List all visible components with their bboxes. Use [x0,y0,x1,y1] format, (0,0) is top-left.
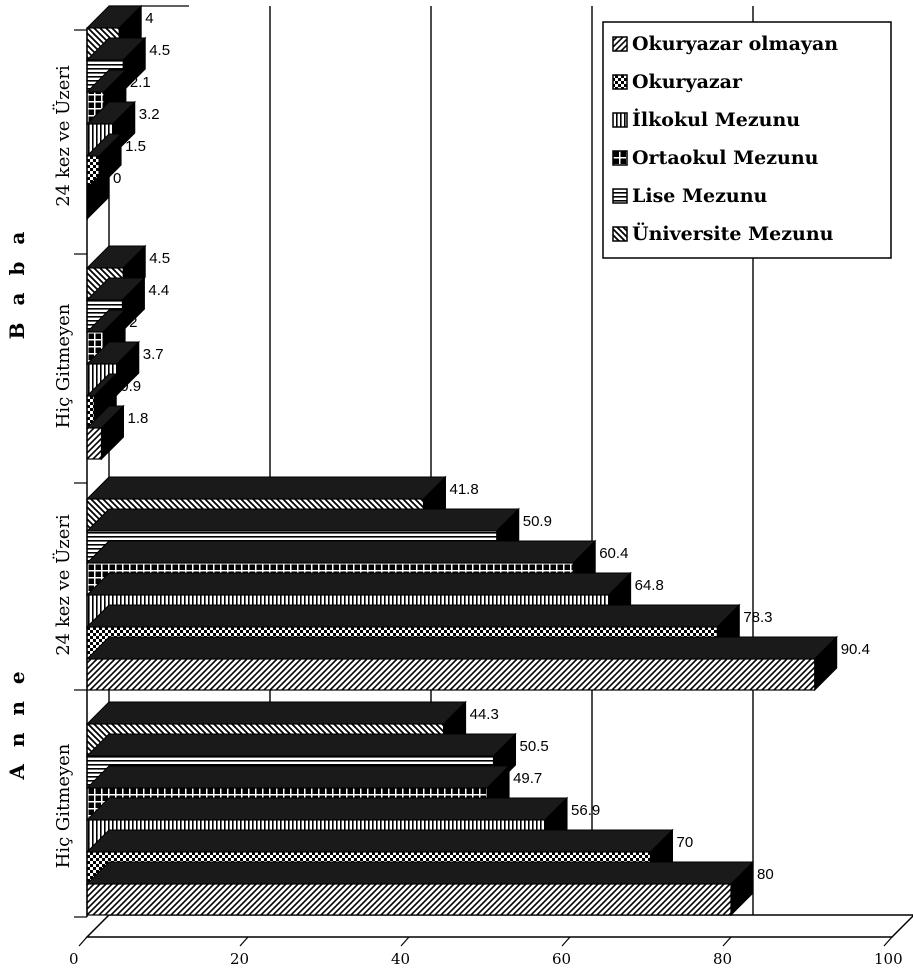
category-label: Hiç Gitmeyen [53,303,74,428]
category-label: Hiç Gitmeyen [53,743,74,868]
data-label: 1.8 [127,410,148,427]
bar-top-face [85,604,741,628]
data-label: 50.9 [523,513,552,530]
bars: 4 4.5 2.1 3.2 1.50 4.5 4.4 2 3.70.9 1.8 41.8 50.9 60… [85,4,870,917]
group-label: A n n e [5,666,29,780]
legend-swatch [612,226,628,242]
bar-top-face [85,508,520,532]
legend-swatch [612,188,628,204]
bar [85,404,125,461]
x-tick-label: 20 [230,950,249,968]
chart-floor [85,914,913,938]
data-label: 80 [757,866,774,883]
legend-swatch [612,74,628,90]
chart-floor-plane [85,914,913,938]
x-axis-tick [883,936,893,947]
x-tick-label: 0 [69,950,79,968]
data-label: 50.5 [520,738,549,755]
data-label: 70 [677,834,694,851]
bar-top-face [85,701,467,725]
legend-swatch [612,150,628,166]
data-label: 78.3 [743,609,772,626]
bar-top-face [85,476,447,500]
x-tick-label: 60 [552,950,571,968]
legend-swatch [612,36,628,52]
x-axis-tick [78,936,88,947]
legend-item-label: Okuryazar [632,71,743,93]
data-label: 0 [113,170,121,187]
x-tick-label: 80 [713,950,732,968]
data-label: 44.3 [470,706,499,723]
group-label: B a b a [5,227,29,340]
bar [85,860,755,917]
data-label: 2 [129,314,137,331]
data-label: 4 [145,10,153,27]
bar-top-face [85,829,674,853]
legend-item-label: Üniversite Mezunu [632,222,834,245]
bar [85,635,838,692]
bar-top-face [85,765,511,789]
data-label: 90.4 [841,641,870,658]
bar-front-face [86,658,816,691]
data-label: 4.5 [149,250,170,267]
data-label: 41.8 [449,481,478,498]
legend-swatch [612,112,628,128]
data-label: 2.1 [130,74,151,91]
legend-item-label: Okuryazar olmayan [632,33,838,55]
legend-item-label: İlkokul Mezunu [632,108,800,131]
data-label: 3.7 [143,346,164,363]
category-label: 24 kez ve Üzeri [51,65,74,207]
bar-top-face [85,540,597,564]
data-label: 3.2 [139,106,160,123]
x-axis-tick [239,936,249,947]
data-label: 64.8 [635,577,664,594]
bar-front-face [86,883,732,916]
x-tick-label: 40 [391,950,410,968]
bar-top-face [85,861,755,885]
data-label: 60.4 [599,545,628,562]
bar-top-face [85,733,517,757]
legend-item-label: Lise Mezunu [632,185,768,207]
bar [85,372,118,429]
bar-top-face [85,636,838,660]
data-label: 4.5 [149,42,170,59]
data-label: 1.5 [125,138,146,155]
x-axis-tick [722,936,732,947]
bar-top-face [85,572,632,596]
x-axis-tick [561,936,571,947]
legend-item-label: Ortaokul Mezunu [632,147,819,169]
x-tick-label: 100 [874,950,903,968]
data-label: 4.4 [148,282,169,299]
bar-top-face [85,797,569,821]
data-label: 56.9 [571,802,600,819]
bar-front-face [86,427,103,460]
legend: Okuryazar olmayan Okuryazar İlkokul Mezunu… [602,21,892,259]
category-label: 24 kez ve Üzeri [51,514,74,656]
x-axis-tick [400,936,410,947]
data-label: 49.7 [513,770,542,787]
data-label: 0.9 [120,378,141,395]
legend-box [602,21,892,259]
